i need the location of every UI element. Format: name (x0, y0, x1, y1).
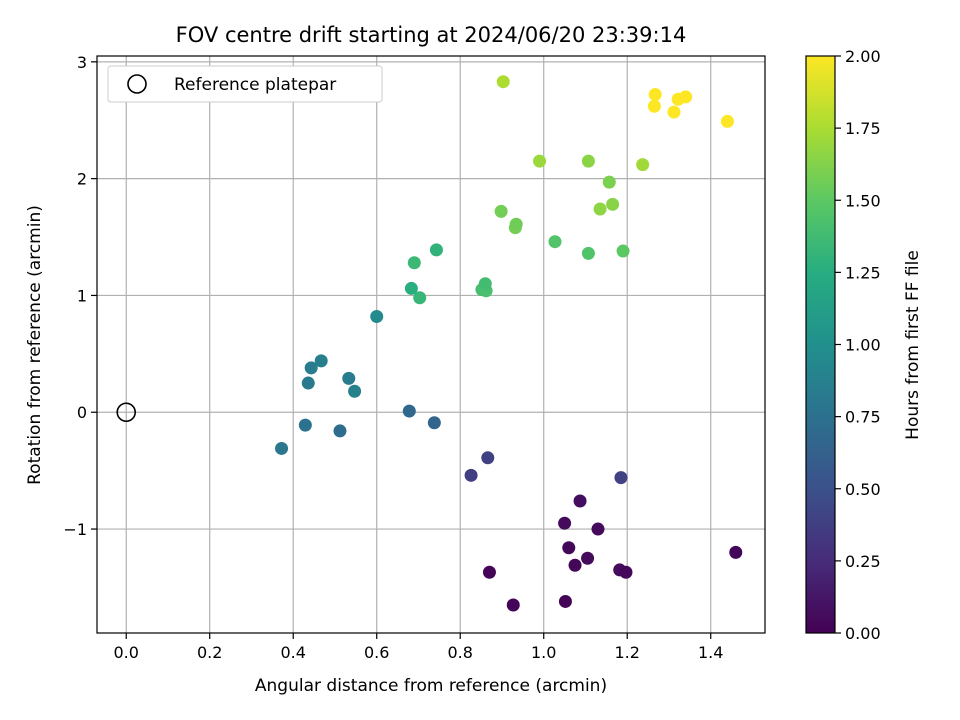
data-point (648, 88, 662, 102)
colorbar-ticks: 0.00 0.25 0.50 0.75 1.00 1.25 1.50 1.75 2.00 (835, 47, 881, 643)
data-point (636, 158, 650, 172)
data-point (573, 494, 587, 508)
data-point (533, 154, 547, 168)
colorbar-tick-label: 0.00 (845, 624, 881, 643)
data-point (581, 246, 595, 260)
plot-frame (96, 55, 766, 634)
data-points (275, 75, 743, 612)
data-point (667, 105, 681, 119)
data-point (506, 598, 520, 612)
data-point (606, 197, 620, 211)
x-tick-label: 1.4 (698, 643, 723, 662)
reference-platepar-marker (116, 402, 137, 423)
plot-area (97, 56, 765, 633)
y-tick-label: 3 (77, 53, 87, 72)
data-point (593, 202, 607, 216)
data-point (616, 244, 630, 258)
data-point (481, 451, 495, 465)
data-point (402, 404, 416, 418)
legend-box (107, 65, 383, 103)
data-point (647, 99, 661, 113)
data-point (478, 277, 492, 291)
colorbar-tick-label: 0.50 (845, 480, 881, 499)
data-point (720, 114, 734, 128)
data-point (348, 384, 362, 398)
data-point (619, 565, 633, 579)
colorbar-tick-label: 1.50 (845, 191, 881, 210)
data-point (314, 354, 328, 368)
data-point (494, 204, 508, 218)
data-point (464, 468, 478, 482)
legend: Reference platepar (107, 65, 383, 103)
y-axis-label: Rotation from reference (arcmin) (25, 205, 45, 485)
data-point (333, 424, 347, 438)
legend-entry-reference: Reference platepar (174, 75, 336, 95)
data-point (548, 235, 562, 249)
data-point (407, 256, 421, 270)
data-point (562, 541, 576, 555)
colorbar: 0.00 0.25 0.50 0.75 1.00 1.25 1.50 1.75 2.00 Hou… (805, 47, 923, 643)
colorbar-tick-label: 0.75 (845, 408, 881, 427)
data-point (413, 291, 427, 305)
data-point (342, 371, 356, 385)
colorbar-tick-label: 0.25 (845, 552, 881, 571)
data-point (301, 376, 315, 390)
data-point (581, 154, 595, 168)
x-axis-ticks: 0.0 0.2 0.4 0.6 0.8 1.0 1.2 1.4 (113, 633, 723, 662)
data-point (591, 522, 605, 536)
data-point (404, 281, 418, 295)
data-point (614, 471, 628, 485)
x-tick-label: 0.4 (280, 643, 305, 662)
data-point (602, 175, 616, 189)
data-point (581, 551, 595, 565)
colorbar-label: Hours from first FF file (903, 250, 923, 440)
grid (97, 56, 765, 633)
data-point (275, 441, 289, 455)
x-tick-label: 0.2 (197, 643, 222, 662)
data-point (370, 309, 384, 323)
data-point (298, 418, 312, 432)
data-point (482, 565, 496, 579)
data-point (558, 594, 572, 608)
legend-reference-marker (127, 74, 147, 94)
colorbar-tick-label: 1.00 (845, 336, 881, 355)
colorbar-tick-label: 2.00 (845, 47, 881, 66)
data-point (568, 558, 582, 572)
x-tick-label: 0.0 (113, 643, 138, 662)
y-tick-label: 1 (77, 286, 87, 305)
x-tick-label: 0.8 (447, 643, 472, 662)
data-point (496, 75, 510, 89)
colorbar-tick-label: 1.75 (845, 119, 881, 138)
y-tick-label: −1 (63, 520, 87, 539)
y-axis-ticks: −1 0 1 2 3 (63, 53, 97, 539)
chart-title: FOV centre drift starting at 2024/06/20 … (176, 23, 687, 47)
x-tick-label: 0.6 (364, 643, 389, 662)
data-point (558, 516, 572, 530)
data-point (427, 416, 441, 430)
y-tick-label: 0 (77, 403, 87, 422)
x-tick-label: 1.0 (531, 643, 556, 662)
data-point (729, 545, 743, 559)
data-point (429, 243, 443, 257)
x-tick-label: 1.2 (614, 643, 639, 662)
data-point (679, 90, 693, 104)
colorbar-gradient (805, 55, 836, 634)
data-point (509, 217, 523, 231)
colorbar-tick-label: 1.25 (845, 263, 881, 282)
data-point (304, 361, 318, 375)
x-axis-label: Angular distance from reference (arcmin) (255, 676, 607, 696)
y-tick-label: 2 (77, 170, 87, 189)
